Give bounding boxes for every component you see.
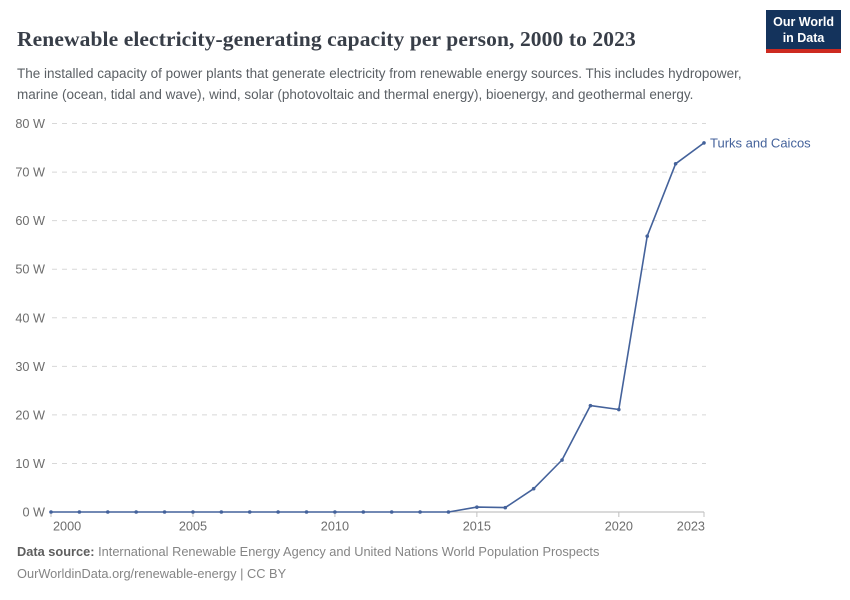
- data-point[interactable]: [702, 141, 706, 145]
- x-axis-tick-label: 2015: [463, 520, 491, 534]
- data-point[interactable]: [361, 510, 366, 514]
- data-point[interactable]: [503, 505, 508, 510]
- data-point[interactable]: [645, 234, 650, 238]
- data-point[interactable]: [531, 486, 536, 491]
- data-point[interactable]: [304, 510, 309, 514]
- data-point[interactable]: [191, 510, 195, 514]
- entity-label[interactable]: Turks and Caicos: [710, 135, 811, 150]
- data-point[interactable]: [219, 510, 224, 514]
- data-point[interactable]: [673, 162, 678, 166]
- data-source-text: International Renewable Energy Agency an…: [94, 544, 600, 559]
- y-axis-tick-label: 0 W: [22, 506, 45, 520]
- x-axis-tick-label: 2020: [605, 520, 633, 534]
- license-label: CC BY: [247, 566, 287, 581]
- chart-footer: Data source: International Renewable Ene…: [17, 541, 817, 585]
- owid-logo[interactable]: Our World in Data: [766, 10, 841, 53]
- data-point[interactable]: [333, 510, 337, 514]
- data-point[interactable]: [560, 458, 564, 462]
- chart-title: Renewable electricity-generating capacit…: [17, 27, 636, 52]
- chart-subtitle: The installed capacity of power plants t…: [17, 65, 742, 102]
- data-point[interactable]: [389, 510, 394, 514]
- data-point[interactable]: [77, 510, 82, 514]
- attribution-line: OurWorldinData.org/renewable-energy | CC…: [17, 563, 817, 585]
- y-axis-tick-label: 50 W: [15, 263, 45, 277]
- y-axis-tick-label: 10 W: [15, 457, 45, 471]
- x-axis-tick-label: 2000: [53, 520, 81, 534]
- y-axis-tick-label: 80 W: [15, 117, 45, 131]
- data-point[interactable]: [162, 510, 167, 514]
- owid-logo-line1: Our World: [773, 15, 834, 29]
- data-point[interactable]: [588, 403, 593, 408]
- separator: |: [236, 566, 247, 581]
- data-source-label: Data source:: [17, 544, 95, 559]
- x-axis-tick-label: 2005: [179, 520, 207, 534]
- y-axis-tick-label: 70 W: [15, 166, 45, 180]
- series-line-turks-and-caicos[interactable]: [51, 142, 705, 513]
- x-axis-tick-label: 2010: [321, 520, 349, 534]
- data-point[interactable]: [276, 510, 280, 514]
- data-point[interactable]: [475, 505, 479, 509]
- data-point[interactable]: [247, 510, 252, 514]
- data-point[interactable]: [105, 510, 110, 514]
- owid-url-link[interactable]: OurWorldinData.org/renewable-energy: [17, 566, 237, 581]
- data-point[interactable]: [134, 510, 138, 514]
- y-axis-tick-label: 40 W: [15, 311, 45, 325]
- data-point[interactable]: [418, 510, 422, 514]
- data-point[interactable]: [617, 407, 621, 412]
- data-point[interactable]: [446, 510, 451, 514]
- x-axis-tick-label: 2023: [677, 520, 705, 534]
- owid-logo-line2: in Data: [782, 30, 825, 45]
- y-axis-tick-label: 30 W: [15, 360, 45, 374]
- y-axis-tick-label: 60 W: [15, 214, 45, 228]
- data-source-line: Data source: International Renewable Ene…: [17, 541, 817, 563]
- data-point[interactable]: [49, 510, 53, 514]
- y-axis-tick-label: 20 W: [15, 408, 45, 422]
